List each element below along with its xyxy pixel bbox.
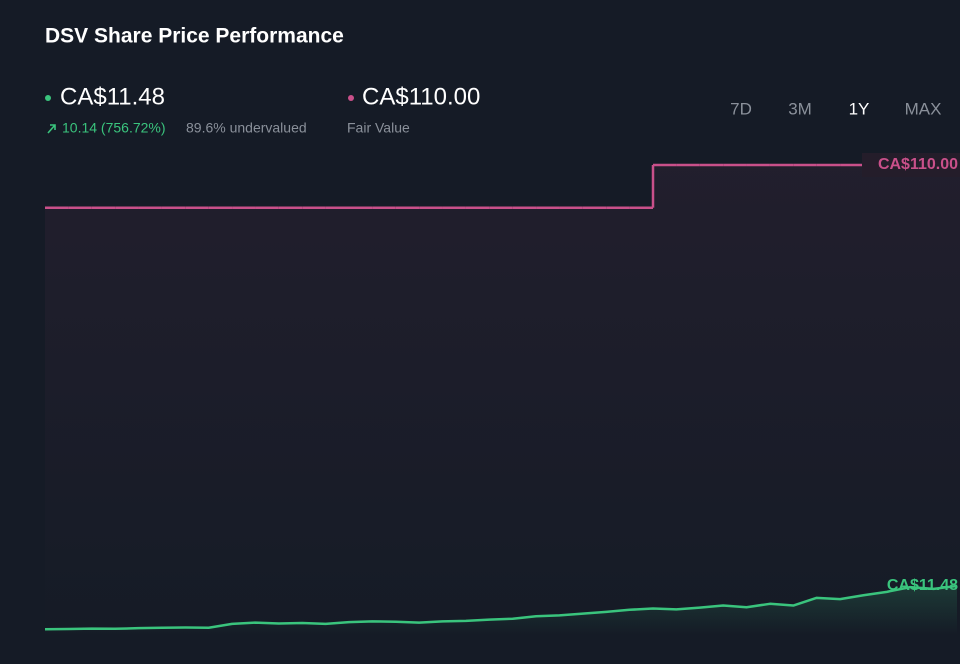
fair-value-label: Fair Value [347, 120, 410, 136]
price-dot [45, 95, 51, 101]
range-button[interactable]: 1Y [849, 99, 870, 118]
price-line [44, 584, 958, 631]
valuation: 89.6% undervalued [186, 120, 307, 136]
range-button[interactable]: MAX [905, 99, 942, 118]
title: DSV Share Price Performance [45, 25, 344, 48]
price: CA$11.48 [60, 83, 165, 110]
fair-value: CA$110.00 [362, 83, 480, 110]
price-area [45, 585, 957, 635]
up-arrow [47, 124, 56, 134]
end-label: CA$110.00 [878, 156, 958, 173]
fair-dot [348, 95, 354, 101]
change: 10.14 (756.72%) [62, 120, 166, 136]
fair-value-area [45, 164, 960, 635]
end-label-bg [862, 152, 960, 177]
range-button[interactable]: 3M [788, 99, 812, 118]
end-label: CA$11.48 [887, 577, 958, 594]
range-button[interactable]: 7D [730, 99, 752, 118]
